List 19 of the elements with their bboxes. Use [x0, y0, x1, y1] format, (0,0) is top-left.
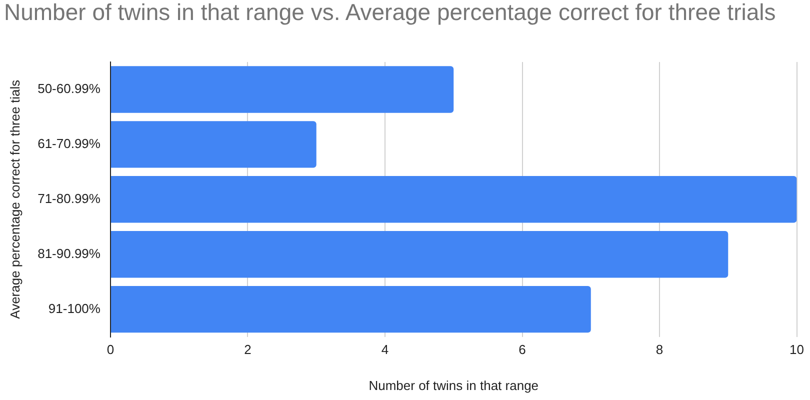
y-axis-title: Average percentage correct for three tials: [7, 79, 22, 319]
y-tick-label: 91-100%: [48, 300, 101, 316]
x-tick-label: 8: [656, 342, 664, 358]
x-tick-label: 2: [244, 342, 252, 358]
y-tick-label: 71-80.99%: [38, 190, 101, 206]
bar: [110, 66, 454, 113]
y-tick-label: 81-90.99%: [38, 246, 101, 261]
x-tick-label: 4: [381, 342, 389, 358]
y-tick-label: 61-70.99%: [38, 136, 101, 152]
x-tick-label: 6: [518, 342, 526, 358]
y-tick-label: 50-60.99%: [38, 81, 101, 96]
bar: [110, 121, 316, 168]
chart-title: Number of twins in that range vs. Average percentage correct for three trials: [4, 0, 777, 25]
bar: [110, 176, 797, 223]
x-tick-label: 10: [790, 342, 804, 358]
x-tick-label: 0: [106, 342, 114, 358]
bar: [110, 231, 728, 278]
bar: [110, 286, 591, 333]
x-axis-title: Number of twins in that range: [368, 378, 539, 393]
